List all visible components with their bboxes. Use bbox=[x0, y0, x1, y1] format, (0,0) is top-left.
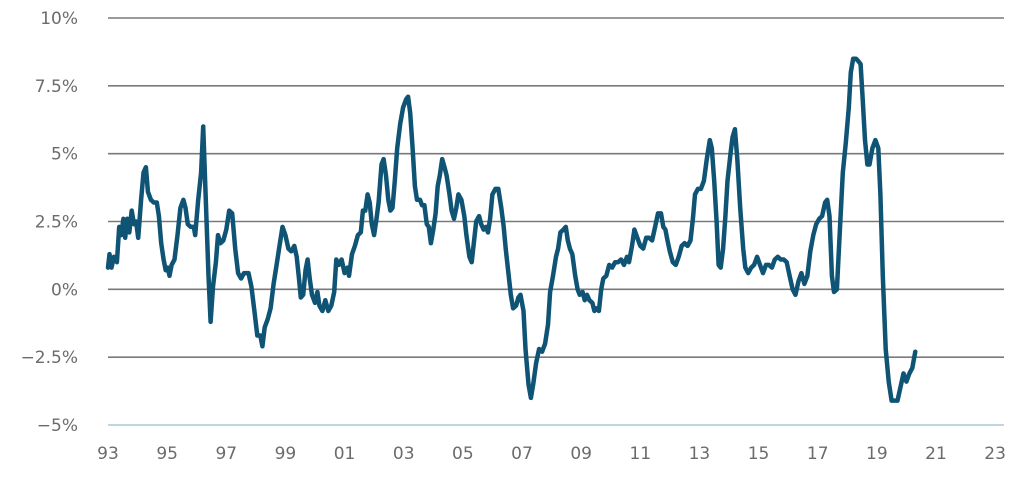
y-axis-tick-labels: 10% 7.5% 5% 2.5% 0% −2.5% −5% bbox=[21, 9, 78, 436]
x-tick-label: 99 bbox=[275, 444, 297, 464]
x-tick-label: 17 bbox=[807, 444, 829, 464]
y-tick-label: 5% bbox=[51, 145, 78, 165]
grid-lines bbox=[108, 17, 1004, 426]
x-tick-label: 95 bbox=[156, 444, 178, 464]
y-tick-label: 7.5% bbox=[35, 77, 78, 97]
x-tick-label: 23 bbox=[984, 444, 1006, 464]
x-tick-label: 15 bbox=[748, 444, 770, 464]
x-tick-label: 21 bbox=[925, 444, 947, 464]
x-tick-label: 03 bbox=[393, 444, 415, 464]
x-tick-label: 09 bbox=[570, 444, 592, 464]
y-tick-label: −2.5% bbox=[21, 348, 78, 368]
y-tick-label: 0% bbox=[51, 280, 78, 300]
x-tick-label: 05 bbox=[452, 444, 474, 464]
x-tick-label: 93 bbox=[97, 444, 119, 464]
y-tick-label: 2.5% bbox=[35, 213, 78, 233]
x-axis-tick-labels: 93 95 97 99 01 03 05 07 09 11 13 15 17 19 21 23 bbox=[97, 444, 1006, 464]
x-tick-label: 19 bbox=[866, 444, 888, 464]
x-tick-label: 97 bbox=[215, 444, 237, 464]
series-line bbox=[105, 56, 918, 403]
series-layer bbox=[105, 56, 918, 403]
x-tick-label: 01 bbox=[334, 444, 356, 464]
x-tick-label: 13 bbox=[689, 444, 711, 464]
x-tick-label: 11 bbox=[629, 444, 651, 464]
y-tick-label: −5% bbox=[37, 416, 78, 436]
y-tick-label: 10% bbox=[40, 9, 78, 29]
x-tick-label: 07 bbox=[511, 444, 533, 464]
